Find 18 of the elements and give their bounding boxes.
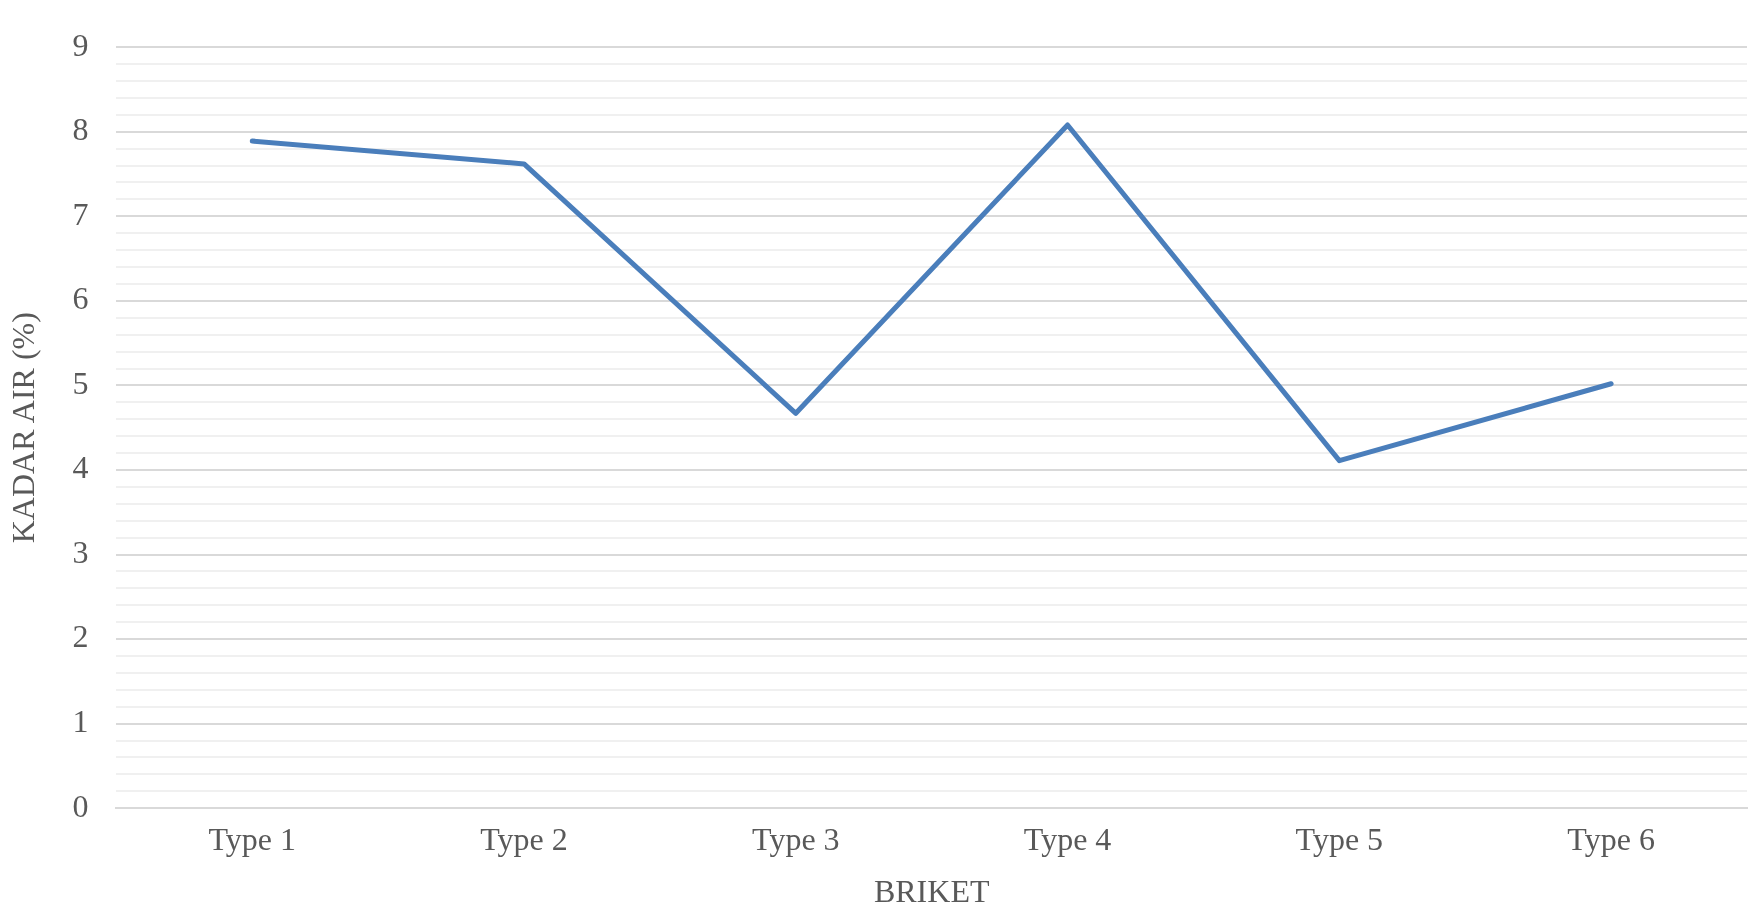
x-tick-label: Type 1 bbox=[208, 820, 297, 857]
y-tick-label: 9 bbox=[72, 26, 89, 63]
x-tick-label: Type 6 bbox=[1567, 820, 1655, 857]
y-axis-title: KADAR AIR (%) bbox=[4, 312, 41, 544]
y-tick-label: 1 bbox=[72, 703, 89, 740]
y-tick-label: 4 bbox=[72, 449, 89, 486]
y-tick-label: 7 bbox=[72, 195, 89, 232]
y-tick-label: 2 bbox=[72, 618, 89, 655]
y-tick-label: 3 bbox=[72, 533, 89, 570]
x-tick-label: Type 4 bbox=[1023, 820, 1112, 857]
x-tick-label: Type 2 bbox=[480, 820, 568, 857]
y-tick-label: 8 bbox=[72, 111, 89, 148]
y-tick-label: 0 bbox=[72, 787, 89, 824]
x-tick-label: Type 5 bbox=[1295, 820, 1384, 857]
x-tick-label: Type 3 bbox=[752, 820, 840, 857]
y-tick-label: 5 bbox=[72, 364, 89, 401]
x-axis-title: BRIKET bbox=[873, 873, 990, 910]
y-tick-label: 6 bbox=[72, 280, 89, 317]
